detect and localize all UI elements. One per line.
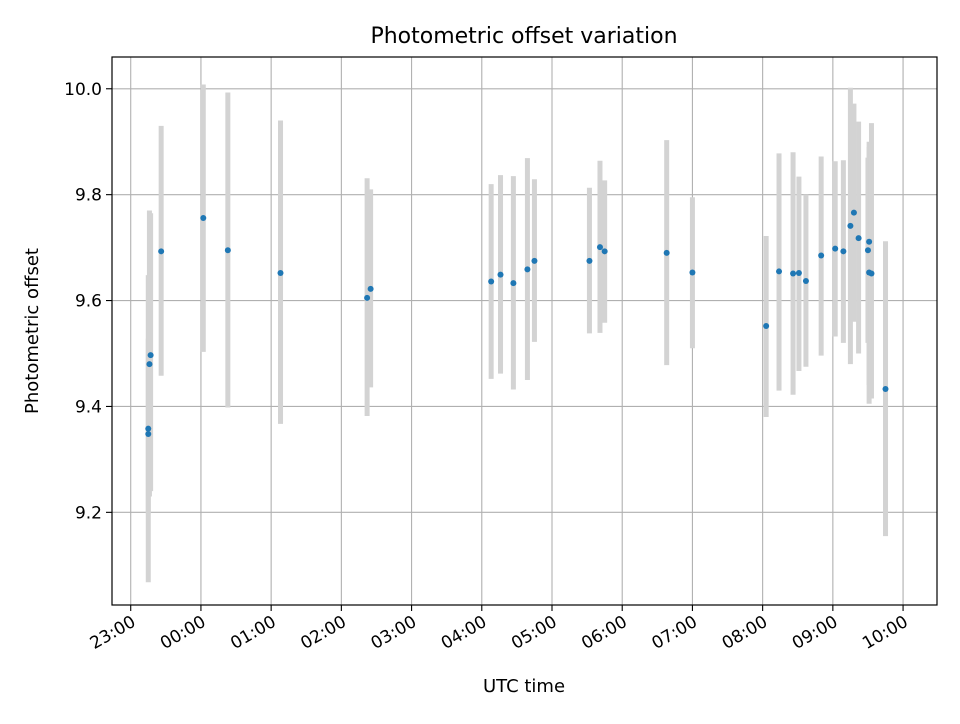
- x-tick-label: 05:00: [508, 612, 560, 654]
- data-point: [818, 252, 825, 259]
- y-axis-label: Photometric offset: [22, 248, 43, 414]
- data-point: [832, 245, 839, 252]
- x-tick-label: 03:00: [368, 612, 420, 654]
- y-tick-label: 9.6: [75, 292, 102, 312]
- data-point: [224, 247, 231, 254]
- data-point: [866, 238, 873, 245]
- error-bars: [145, 84, 889, 583]
- data-point: [776, 268, 783, 275]
- data-point: [840, 248, 847, 255]
- y-axis-ticks: 9.2 9.4 9.6 9.8 10.0: [64, 80, 112, 523]
- data-point: [763, 322, 770, 329]
- data-point: [864, 247, 871, 254]
- chart-title: Photometric offset variation: [370, 24, 677, 49]
- data-point: [145, 425, 152, 432]
- data-point: [586, 257, 593, 264]
- data-point: [510, 280, 517, 287]
- data-point: [847, 222, 854, 229]
- y-tick-label: 10.0: [64, 80, 102, 100]
- data-point: [868, 270, 875, 277]
- x-tick-label: 07:00: [648, 612, 700, 654]
- x-tick-label: 01:00: [227, 612, 279, 654]
- data-point: [790, 270, 797, 277]
- data-point: [367, 285, 374, 292]
- x-axis-label: UTC time: [483, 676, 565, 697]
- data-point: [802, 277, 809, 284]
- data-points: [145, 209, 889, 437]
- x-tick-label: 02:00: [297, 612, 349, 654]
- x-tick-label: 06:00: [578, 612, 630, 654]
- data-point: [850, 209, 857, 216]
- y-tick-label: 9.4: [75, 397, 102, 417]
- data-point: [145, 430, 152, 437]
- data-point: [689, 269, 696, 276]
- data-point: [531, 257, 538, 264]
- data-point: [146, 361, 153, 368]
- y-tick-label: 9.8: [75, 186, 102, 206]
- data-point: [200, 214, 207, 221]
- x-tick-label: 04:00: [438, 612, 490, 654]
- data-point: [663, 249, 670, 256]
- y-tick-label: 9.2: [75, 503, 102, 523]
- data-point: [601, 248, 608, 255]
- data-point: [795, 270, 802, 277]
- x-tick-label: 08:00: [719, 612, 771, 654]
- data-point: [882, 385, 889, 392]
- x-tick-label: 23:00: [87, 612, 139, 654]
- data-point: [277, 270, 284, 277]
- data-point: [364, 294, 371, 301]
- data-point: [158, 248, 165, 255]
- data-point: [855, 235, 862, 242]
- x-tick-label: 09:00: [789, 612, 841, 654]
- plot-frame: [111, 56, 938, 606]
- data-point: [524, 266, 531, 273]
- data-point: [488, 278, 495, 285]
- data-point: [147, 352, 154, 359]
- grid: [112, 57, 937, 605]
- x-tick-label: 10:00: [859, 612, 911, 654]
- x-axis-ticks: 23:00 00:00 01:00 02:00 03:00 04:00 05:00 06:00…: [87, 605, 912, 654]
- data-point: [596, 244, 603, 251]
- x-tick-label: 00:00: [157, 612, 209, 654]
- data-point: [497, 271, 504, 278]
